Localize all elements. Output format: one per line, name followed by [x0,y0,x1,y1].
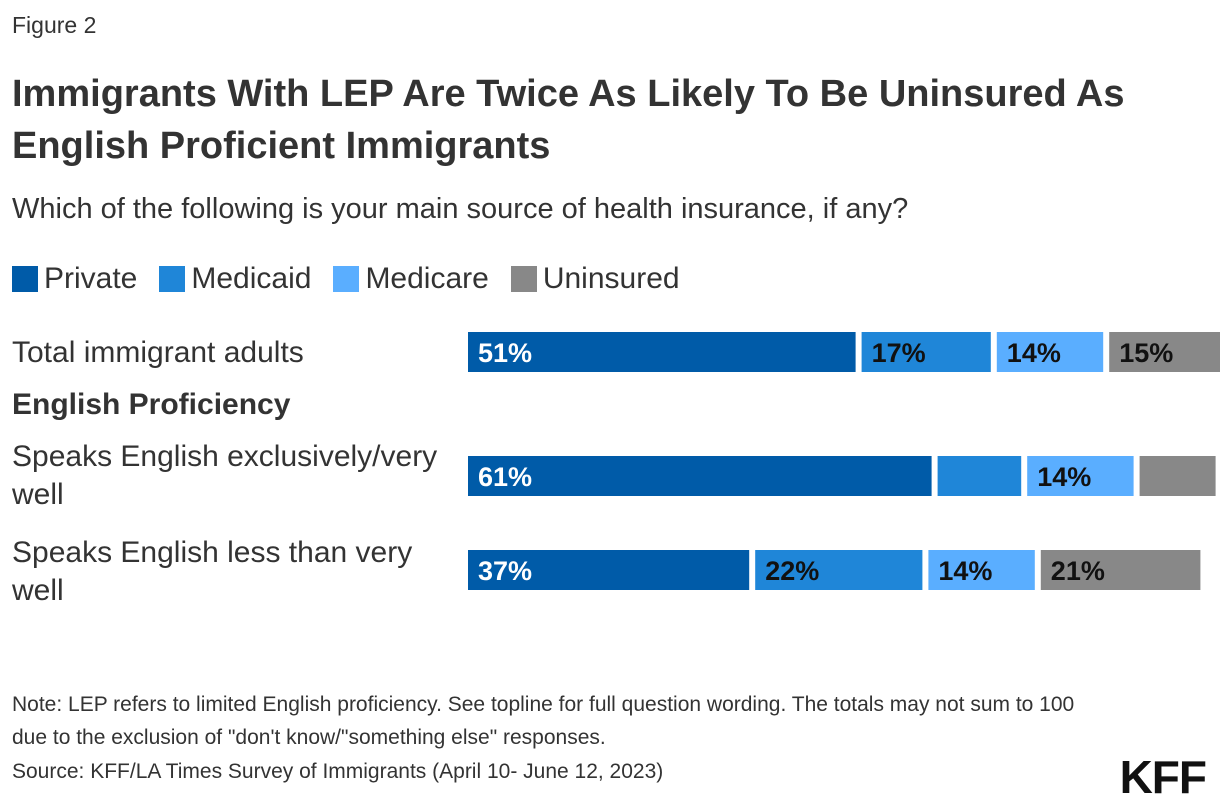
data-label-private-total-immigrant-adults: 51% [478,338,532,368]
data-label-medicaid-total-immigrant-adults: 17% [872,338,926,368]
kff-logo: KFF [1120,750,1206,804]
source: Source: KFF/LA Times Survey of Immigrant… [12,760,663,784]
data-label-medicaid-speaks-english-less-than-very-well: 22% [765,556,819,586]
data-label-uninsured-speaks-english-less-than-very-well: 21% [1051,556,1105,586]
data-label-medicare-total-immigrant-adults: 14% [1007,338,1061,368]
bar-private-speaks-english-exclusively-very-well [468,456,932,496]
data-label-uninsured-total-immigrant-adults: 15% [1119,338,1173,368]
data-label-private-speaks-english-less-than-very-well: 37% [478,556,532,586]
data-label-medicare-speaks-english-exclusively-very-well: 14% [1037,462,1091,492]
data-label-private-speaks-english-exclusively-very-well: 61% [478,462,532,492]
stacked-bar-chart: 51% 17% 14% 15% 61% 14% 37% 22% 14% 21% [0,0,1220,808]
note: Note: LEP refers to limited English prof… [12,688,1112,754]
bar-uninsured-speaks-english-exclusively-very-well [1140,456,1216,496]
bar-medicaid-speaks-english-exclusively-very-well [938,456,1022,496]
data-label-medicare-speaks-english-less-than-very-well: 14% [938,556,992,586]
